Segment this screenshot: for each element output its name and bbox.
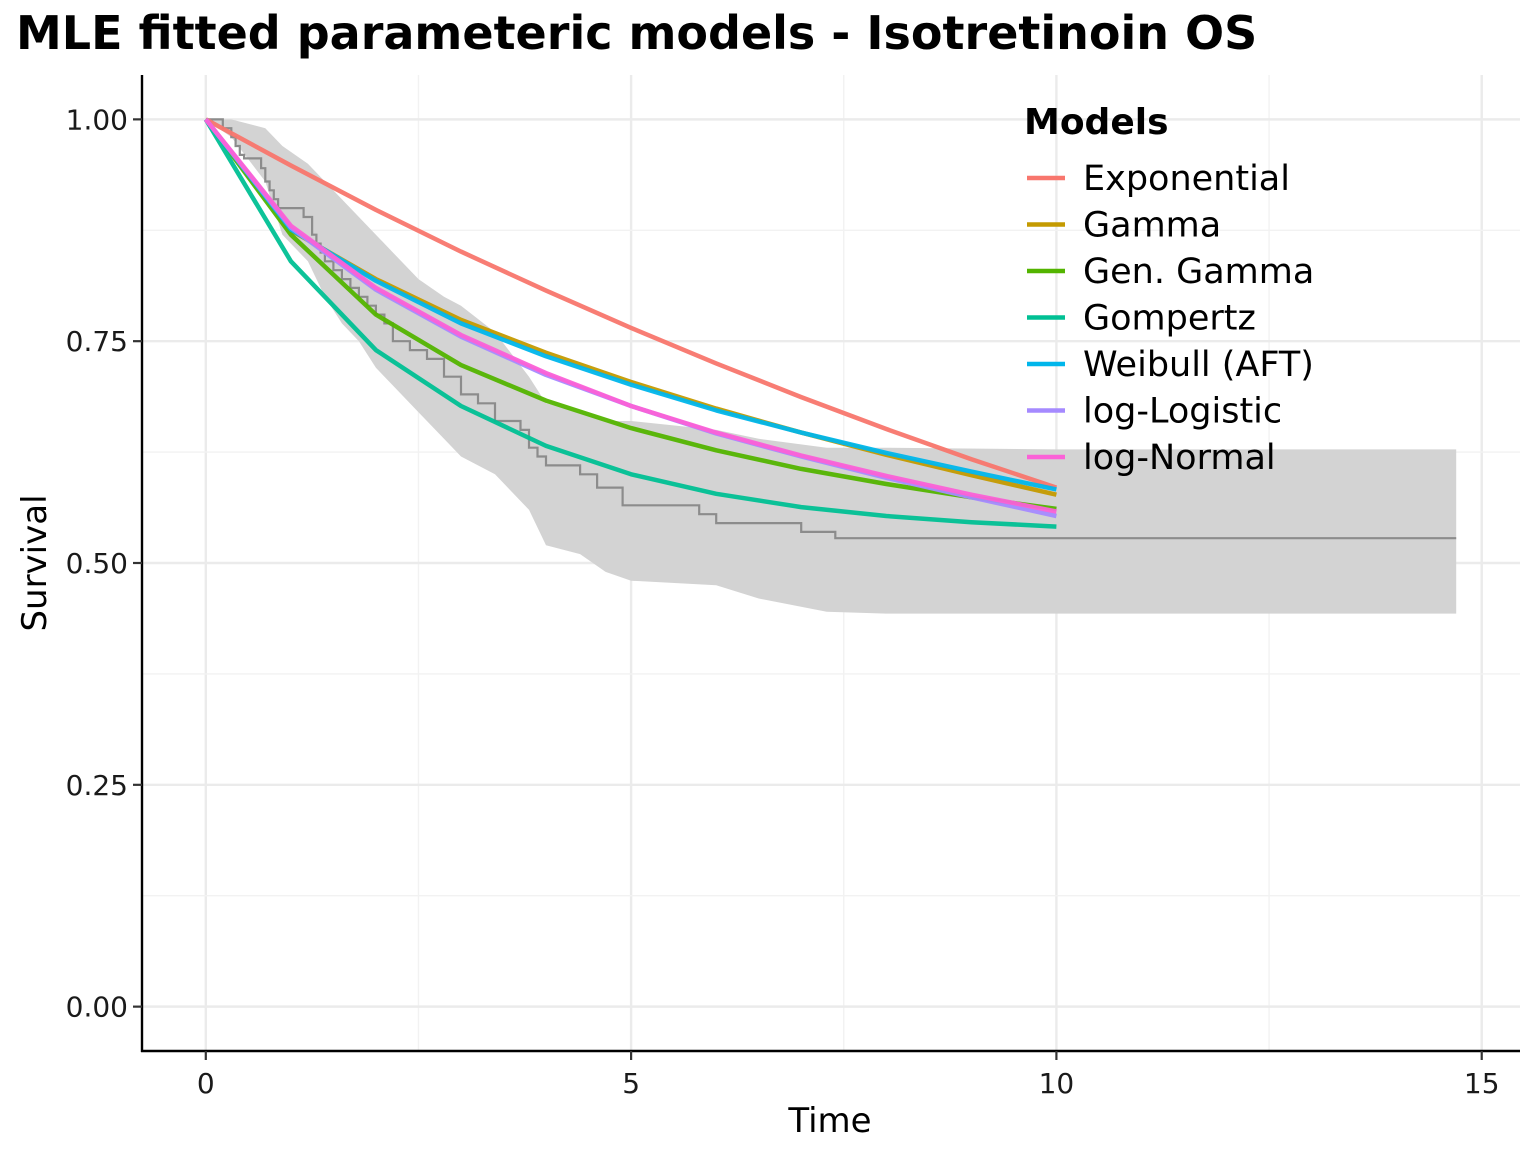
x-tick-label: 5 — [622, 1067, 640, 1100]
series-line-exponential — [204, 117, 1058, 490]
y-tick-label: 0.00 — [66, 991, 128, 1024]
series-line-weibull-aft — [204, 118, 1057, 492]
legend-label: Gamma — [1083, 206, 1221, 246]
y-axis-title: Survival — [15, 494, 55, 631]
legend-label: log-Logistic — [1083, 392, 1282, 432]
y-tick-label: 0.50 — [66, 547, 128, 580]
confidence-band-layer — [205, 119, 1457, 614]
y-tick-label: 0.25 — [66, 769, 128, 802]
legend: Models Exponential Gamma Gen. Gamma Gompert… — [1024, 102, 1314, 478]
legend-label: Gompertz — [1083, 299, 1256, 339]
legend-label: Weibull (AFT) — [1083, 345, 1314, 385]
series-line-gen-gamma — [203, 118, 1057, 512]
km-curve-layer — [205, 118, 1457, 540]
legend-label: log-Normal — [1083, 438, 1276, 478]
km-curve — [205, 118, 1457, 540]
legend-title: Models — [1024, 102, 1169, 143]
chart-title: MLE fitted parameteric models - Isotreti… — [16, 6, 1258, 60]
x-axis-title: Time — [787, 1101, 871, 1141]
confidence-band — [205, 119, 1457, 614]
series-line-gompertz — [203, 118, 1057, 529]
series-layer — [203, 117, 1058, 529]
tick-labels: 0 5 10 15 0.00 0.25 0.50 0.75 1.00 — [66, 103, 1500, 1100]
y-tick-label: 1.00 — [66, 103, 128, 136]
series-line-log-normal — [204, 117, 1057, 514]
legend-label: Gen. Gamma — [1083, 252, 1314, 292]
x-tick-label: 0 — [197, 1067, 215, 1100]
x-tick-label: 15 — [1464, 1067, 1500, 1100]
legend-label: Exponential — [1083, 159, 1290, 199]
y-tick-label: 0.75 — [66, 325, 128, 358]
x-tick-label: 10 — [1039, 1067, 1075, 1100]
gridlines — [142, 75, 1520, 1051]
